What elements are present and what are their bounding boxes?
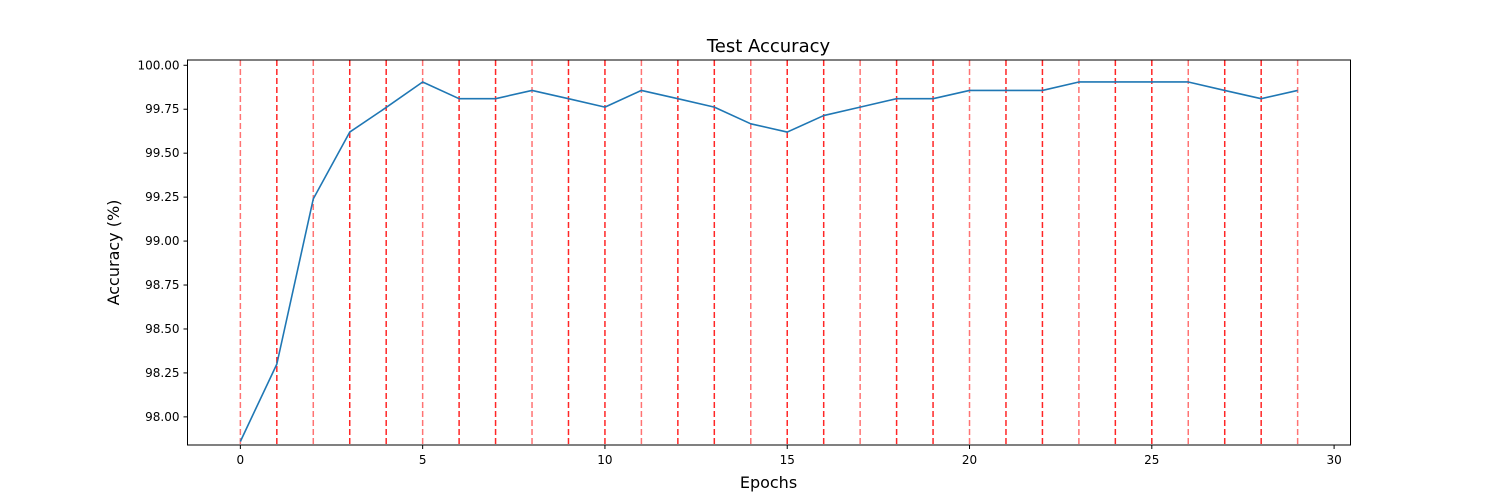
y-tick-label: 98.00 — [145, 410, 179, 424]
y-tick-label: 99.25 — [145, 190, 179, 204]
chart-title: Test Accuracy — [706, 36, 831, 57]
x-tick-label: 5 — [419, 453, 427, 467]
vertical-lines — [239, 60, 1299, 445]
y-tick-label: 99.75 — [145, 102, 179, 116]
x-tick-label: 30 — [1326, 453, 1341, 467]
y-tick-label: 98.50 — [145, 322, 179, 336]
series-line-0 — [239, 81, 1298, 442]
x-axis-label: Epochs — [740, 473, 797, 492]
y-tick-label: 99.50 — [145, 146, 179, 160]
x-tick-label: 25 — [1144, 453, 1159, 467]
y-axis: 98.00 98.25 98.50 98.75 99.00 99.25 99.50 99.75… — [138, 58, 188, 424]
y-tick-label: 98.25 — [145, 366, 179, 380]
x-tick-label: 0 — [237, 453, 245, 467]
y-axis-label: Accuracy (%) — [104, 200, 123, 306]
x-tick-label: 20 — [962, 453, 977, 467]
y-tick-label: 100.00 — [138, 58, 180, 72]
series-layer — [239, 81, 1298, 442]
y-tick-label: 98.75 — [145, 278, 179, 292]
x-axis: 0 5 10 15 20 25 30 — [237, 445, 1342, 467]
plot-frame — [187, 59, 1351, 446]
y-tick-label: 99.00 — [145, 234, 179, 248]
x-tick-label: 15 — [780, 453, 795, 467]
x-tick-label: 10 — [597, 453, 612, 467]
